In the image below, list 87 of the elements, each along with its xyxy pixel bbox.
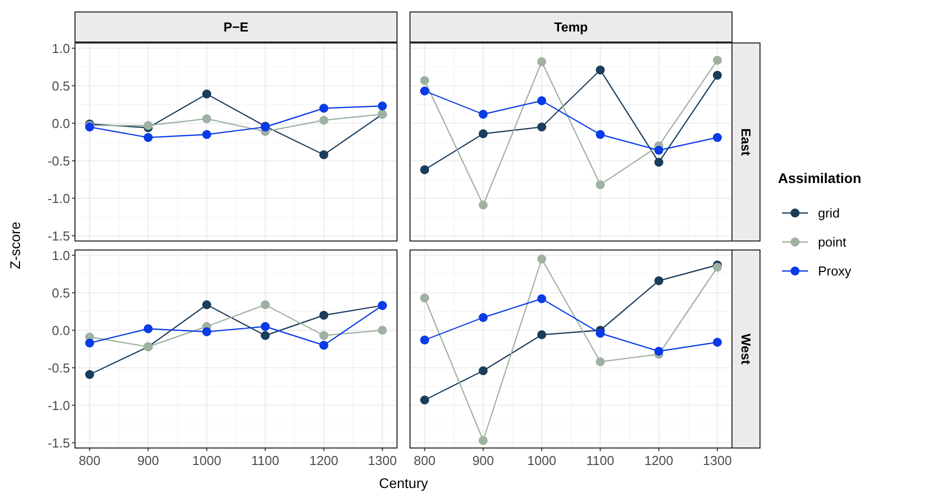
- point: [654, 146, 664, 155]
- point: [654, 346, 664, 356]
- point: [202, 130, 212, 139]
- point: [478, 200, 488, 210]
- x-tick-label: 1100: [586, 453, 614, 468]
- point: [420, 294, 430, 302]
- point: [378, 102, 387, 110]
- point: [202, 300, 212, 310]
- y-tick-label: -0.5: [48, 360, 70, 376]
- y-tick-label: 0.0: [52, 322, 70, 338]
- point: [712, 70, 722, 80]
- point: [144, 324, 153, 334]
- y-tick-label: -1.0: [48, 398, 70, 413]
- y-tick-label: 1.0: [52, 248, 70, 263]
- x-tick-label: 800: [414, 453, 436, 468]
- chart-title: P−E: [224, 20, 249, 35]
- y-tick-label: -0.5: [48, 153, 70, 168]
- x-tick-label: 1300: [368, 453, 397, 468]
- point: [712, 338, 722, 347]
- point: [596, 328, 605, 338]
- point: [319, 104, 328, 113]
- point: [420, 336, 430, 344]
- point: [654, 276, 664, 286]
- point: [260, 300, 270, 310]
- point: [144, 133, 153, 142]
- x-tick-label: 1300: [702, 453, 732, 468]
- point: [420, 165, 430, 174]
- point: [537, 294, 546, 304]
- legend-label: Proxy: [818, 264, 852, 279]
- y-tick-label: -1.0: [48, 190, 70, 206]
- point: [319, 116, 328, 125]
- x-tick-label: 800: [78, 453, 100, 468]
- y-tick-label: -1.5: [48, 228, 70, 244]
- point: [202, 90, 212, 98]
- legend-label: point: [818, 234, 847, 250]
- point: [654, 158, 664, 167]
- point: [378, 326, 387, 335]
- x-tick-label: 1000: [192, 453, 222, 468]
- x-tick-label: 1100: [251, 453, 280, 468]
- point: [712, 56, 722, 65]
- point: [319, 310, 328, 320]
- y-tick-label: 0.5: [52, 78, 70, 94]
- x-axis-title: Century: [378, 475, 428, 491]
- point: [596, 66, 605, 74]
- point: [260, 331, 270, 340]
- x-tick-label: 900: [472, 453, 494, 468]
- point: [596, 180, 605, 190]
- point: [537, 57, 546, 66]
- point: [537, 330, 546, 340]
- point: [537, 122, 546, 132]
- legend-label: grid: [818, 206, 840, 221]
- point: [85, 370, 94, 379]
- point: [260, 322, 270, 331]
- text: West: [738, 334, 754, 366]
- point: [202, 327, 212, 336]
- point: [596, 130, 605, 139]
- x-tick-label: 1200: [644, 453, 674, 468]
- point: [319, 340, 328, 350]
- point: [596, 357, 605, 366]
- point: [478, 129, 488, 138]
- y-axis-title: Z-score: [7, 222, 23, 270]
- y-tick-label: 0.5: [52, 285, 70, 300]
- y-tick-label: 0.0: [52, 116, 70, 131]
- point: [144, 121, 153, 130]
- point: [202, 114, 212, 124]
- point: [478, 110, 488, 119]
- x-tick-label: 900: [137, 453, 160, 468]
- point: [478, 436, 488, 445]
- point: [420, 76, 430, 85]
- point: [537, 96, 546, 106]
- y-tick-label: -1.5: [48, 435, 70, 450]
- point: [537, 254, 546, 264]
- point: [420, 396, 430, 404]
- point: [85, 338, 94, 348]
- x-tick-label: 1200: [309, 453, 338, 468]
- x-tick-label: 1000: [527, 453, 556, 468]
- chart-title: Temp: [554, 20, 588, 35]
- y-tick-label: 1.0: [52, 40, 70, 56]
- point: [478, 313, 488, 322]
- point: [478, 366, 488, 376]
- point: [420, 86, 430, 96]
- point: [712, 262, 722, 272]
- point: [319, 150, 328, 160]
- legend-title: Assimilation: [778, 170, 862, 186]
- point: [712, 133, 722, 142]
- point: [319, 331, 328, 340]
- text: East: [738, 128, 754, 156]
